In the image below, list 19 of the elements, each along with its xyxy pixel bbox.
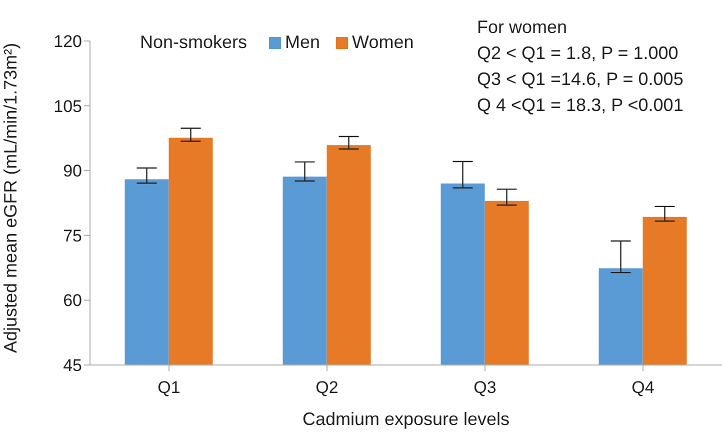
y-tick-label: 120 <box>54 32 82 52</box>
annotation: Q3 < Q1 =14.6, P = 0.005 <box>477 68 684 91</box>
text: For women <box>477 16 568 39</box>
x-tick-label: Q2 <box>316 378 338 398</box>
legend-label: Women <box>351 32 414 53</box>
y-tick-label: 75 <box>63 226 82 246</box>
x-axis-title: Cadmium exposure levels <box>302 409 510 429</box>
x-tick-label: Q1 <box>158 378 180 398</box>
y-tick-label: 60 <box>63 291 82 310</box>
y-tick-label: 105 <box>54 96 82 116</box>
y-tick-label: 90 <box>63 162 82 181</box>
legend-label: Men <box>284 32 320 53</box>
legend-title: Non-smokers <box>140 32 248 53</box>
y-tick-label: 45 <box>63 356 82 376</box>
x-tick-label: Q3 <box>474 378 496 398</box>
x-tick-label: Q4 <box>632 378 654 398</box>
y-axis-title: Adjusted mean eGFR (mL/min/1.73m²) <box>0 42 20 353</box>
annotation: Q2 < Q1 = 1.8, P = 1.000 <box>477 42 680 65</box>
annotation: Q 4 <Q1 = 18.3, P <0.001 <box>477 94 684 117</box>
